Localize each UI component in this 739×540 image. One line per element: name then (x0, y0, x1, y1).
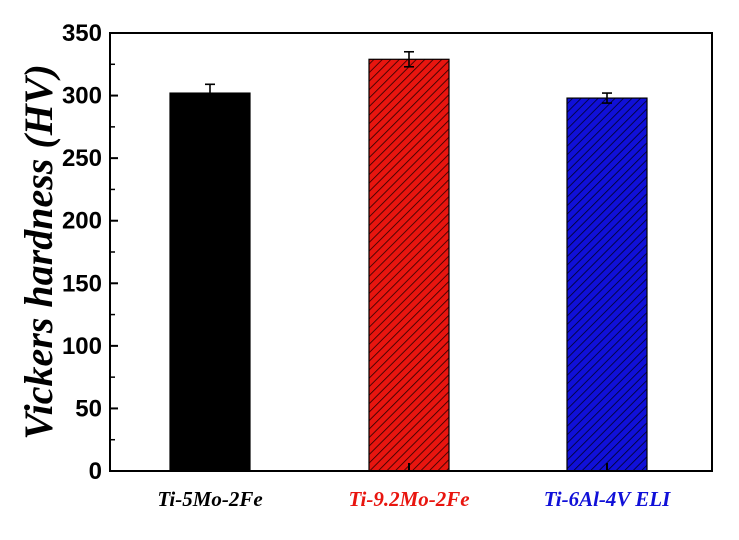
y-tick-label: 300 (62, 83, 102, 110)
bar (169, 92, 251, 472)
bar (368, 58, 450, 472)
axes-layer (109, 32, 713, 472)
y-tick-label: 350 (62, 20, 102, 47)
x-tick-label: Ti-6Al-4V ELI (544, 487, 671, 511)
y-tick-label: 100 (62, 333, 102, 360)
labels-layer: Ti-5Mo-2Fe Ti-9.2Mo-2Fe Ti-6Al-4V ELI 0 50 10… (62, 20, 671, 511)
x-tick-label: Ti-9.2Mo-2Fe (348, 487, 469, 511)
y-axis-title: Vickers hardness (HV) (16, 64, 61, 440)
x-tick-label: Ti-5Mo-2Fe (157, 487, 262, 511)
y-tick-label: 50 (75, 395, 102, 422)
y-tick-label: 200 (62, 208, 102, 235)
error-bar (205, 83, 215, 103)
y-tick-label: 250 (62, 145, 102, 172)
bar (566, 97, 648, 472)
y-tick-label: 0 (89, 458, 102, 485)
error-bar (404, 50, 414, 68)
bars-layer (169, 50, 648, 472)
y-tick-label: 150 (62, 270, 102, 297)
error-bar (602, 92, 612, 104)
